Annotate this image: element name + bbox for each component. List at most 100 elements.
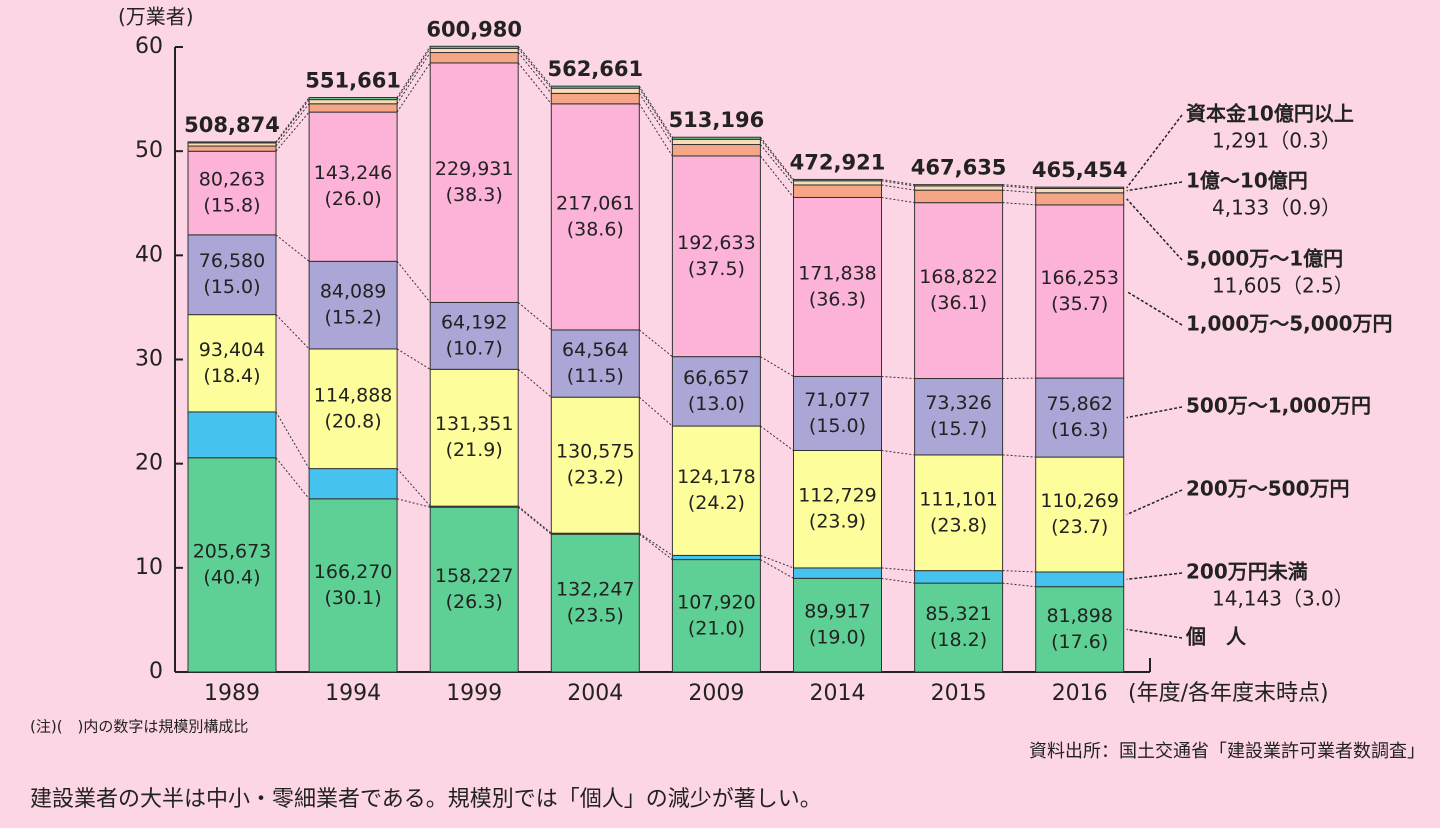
connector bbox=[275, 111, 310, 152]
value-label: 229,931 bbox=[435, 158, 514, 180]
label-arrow bbox=[1126, 628, 1183, 639]
bar-segment bbox=[429, 506, 519, 673]
connector bbox=[638, 329, 673, 358]
y-tick-label: 20 bbox=[135, 451, 163, 476]
share-label: (18.4) bbox=[203, 365, 260, 387]
bar-segment bbox=[550, 85, 640, 89]
x-tick-label: 1994 bbox=[325, 681, 381, 706]
value-label: 84,089 bbox=[320, 281, 386, 303]
total-label: 465,454 bbox=[1032, 158, 1128, 182]
bar-segment bbox=[793, 184, 882, 198]
label-arrow bbox=[1126, 572, 1183, 581]
share-label: (38.3) bbox=[446, 184, 503, 206]
bar-segment bbox=[308, 468, 398, 500]
bar-segment bbox=[1035, 586, 1125, 673]
total-label: 508,874 bbox=[184, 113, 280, 137]
connector bbox=[639, 532, 673, 556]
bar-segment bbox=[914, 454, 1004, 572]
share-label: (11.5) bbox=[567, 365, 624, 387]
connector bbox=[517, 45, 552, 87]
bar-segment bbox=[914, 184, 1004, 187]
bar-segment bbox=[429, 45, 519, 49]
bar-segment bbox=[429, 62, 519, 303]
x-tick-label: 2004 bbox=[567, 681, 623, 706]
connector bbox=[760, 425, 794, 451]
connector bbox=[517, 505, 552, 534]
bar-segment bbox=[793, 449, 882, 569]
share-label: (21.9) bbox=[446, 439, 503, 461]
bar-segment bbox=[793, 178, 882, 182]
label-arrow bbox=[1126, 290, 1183, 326]
share-label: (19.0) bbox=[809, 627, 866, 649]
x-tick-label: 2015 bbox=[931, 681, 987, 706]
bar-segment bbox=[1035, 456, 1125, 573]
connector bbox=[396, 498, 431, 508]
connector bbox=[760, 144, 794, 186]
value-label: 192,633 bbox=[677, 232, 756, 254]
bar-segment bbox=[429, 368, 519, 507]
value-label: 71,077 bbox=[804, 389, 870, 411]
bar-segment bbox=[550, 396, 640, 534]
note: (注)( )内の数字は規模別構成比 bbox=[30, 718, 248, 736]
value-label: 75,862 bbox=[1046, 393, 1112, 415]
bar-segment bbox=[793, 567, 882, 579]
bar-segment bbox=[914, 189, 1004, 204]
series-annotation: 11,605（2.5） bbox=[1212, 274, 1354, 298]
share-label: (40.4) bbox=[203, 566, 260, 588]
caption: 建設業者の大半は中小・零細業者である。規模別では「個人」の減少が著しい。 bbox=[30, 787, 822, 812]
bar-segment bbox=[914, 202, 1004, 380]
bar-segment bbox=[429, 52, 519, 64]
connector bbox=[275, 457, 310, 500]
bar-segment bbox=[429, 47, 519, 54]
bar-segment bbox=[914, 378, 1004, 456]
bar-segment bbox=[914, 570, 1004, 584]
value-label: 124,178 bbox=[677, 466, 756, 488]
bar-segment bbox=[671, 554, 761, 561]
connector bbox=[881, 178, 915, 186]
value-label: 80,263 bbox=[199, 169, 265, 191]
value-label: 64,192 bbox=[441, 311, 507, 333]
connector bbox=[760, 155, 794, 198]
share-label: (23.2) bbox=[567, 467, 624, 489]
bar-segment bbox=[550, 533, 640, 673]
connector bbox=[517, 368, 552, 398]
share-label: (23.7) bbox=[1051, 516, 1108, 538]
x-tick-label: 1999 bbox=[446, 681, 502, 706]
value-label: 64,564 bbox=[562, 339, 628, 361]
share-label: (36.1) bbox=[930, 292, 987, 314]
share-label: (23.9) bbox=[809, 511, 866, 533]
bar-segment bbox=[550, 103, 640, 331]
connector bbox=[881, 567, 915, 572]
value-label: 81,898 bbox=[1046, 605, 1112, 627]
series-label: 1,000万～5,000万円 bbox=[1186, 312, 1393, 336]
connector bbox=[1002, 570, 1036, 573]
value-label: 217,061 bbox=[556, 192, 635, 214]
y-tick-label: 60 bbox=[135, 34, 163, 59]
bar-segment bbox=[187, 141, 277, 144]
value-label: 89,917 bbox=[804, 601, 870, 623]
share-label: (23.5) bbox=[567, 605, 624, 627]
connector bbox=[517, 506, 552, 535]
bar-segment bbox=[308, 99, 398, 105]
value-label: 168,822 bbox=[919, 266, 998, 288]
bar-segment bbox=[550, 87, 640, 94]
bar-segment bbox=[671, 138, 761, 146]
y-axis-label: (万業者) bbox=[118, 5, 194, 29]
x-tick-label: 2016 bbox=[1052, 681, 1108, 706]
bar-segment bbox=[914, 185, 1004, 191]
series-label: 200万～500万円 bbox=[1186, 477, 1350, 501]
share-label: (37.5) bbox=[688, 258, 745, 280]
share-label: (13.0) bbox=[688, 393, 745, 415]
y-tick-label: 10 bbox=[135, 555, 163, 580]
connector bbox=[275, 411, 310, 469]
share-label: (23.8) bbox=[930, 514, 987, 536]
connector bbox=[638, 396, 673, 427]
bar-segment bbox=[187, 411, 277, 459]
bar-segment bbox=[187, 145, 277, 152]
share-label: (17.6) bbox=[1051, 631, 1108, 653]
bar-segment bbox=[671, 559, 761, 673]
connector bbox=[760, 138, 794, 182]
share-label: (15.2) bbox=[325, 307, 382, 329]
connector bbox=[275, 97, 310, 143]
bar-segment bbox=[308, 260, 398, 350]
